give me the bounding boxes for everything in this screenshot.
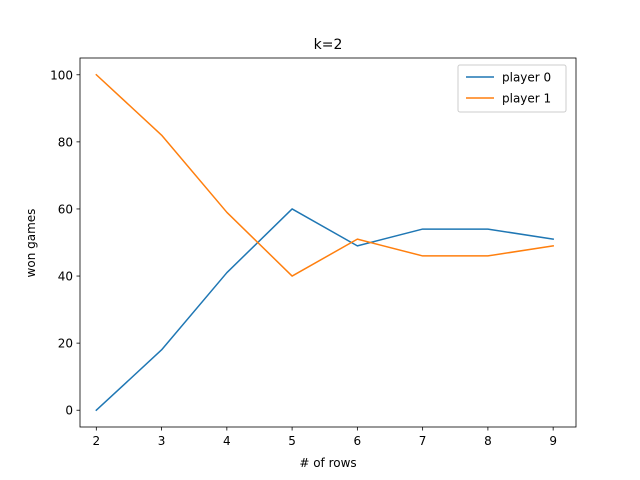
- plot-area: 2 3 4 5 6 7 8 9 0 20 40 60 80 100: [50, 57, 577, 448]
- axes-frame: [79, 57, 577, 428]
- y-tick-label: 60: [58, 202, 73, 216]
- y-tick-label: 20: [58, 337, 73, 351]
- legend-label-1: player 1: [502, 92, 551, 106]
- y-axis-label: won games: [24, 209, 38, 278]
- x-tick-label: 9: [549, 434, 557, 448]
- y-tick-label: 80: [58, 135, 73, 149]
- y-tick-label: 100: [50, 68, 73, 82]
- x-tick-label: 3: [158, 434, 166, 448]
- y-tick-label: 0: [65, 404, 73, 418]
- legend-label-0: player 0: [502, 71, 551, 85]
- x-tick-label: 4: [223, 434, 231, 448]
- y-tick-label: 40: [58, 270, 73, 284]
- series-line-1: [95, 73, 555, 277]
- x-tick-label: 8: [484, 434, 492, 448]
- x-tick-label: 6: [354, 434, 362, 448]
- x-tick-label: 2: [92, 434, 100, 448]
- x-axis-label: # of rows: [299, 456, 356, 470]
- chart-title: k=2: [314, 37, 343, 53]
- legend: player 0 player 1: [457, 64, 567, 113]
- x-tick-label: 7: [419, 434, 427, 448]
- series-line-0: [95, 208, 555, 412]
- x-tick-label: 5: [288, 434, 296, 448]
